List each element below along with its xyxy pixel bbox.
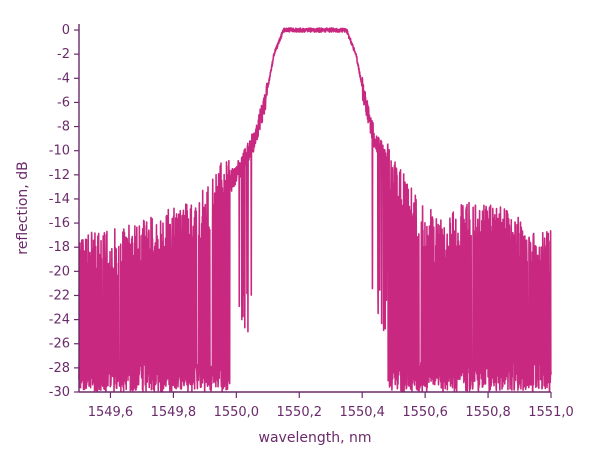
- y-tick-label: -16: [49, 216, 70, 231]
- reflection-line: [78, 27, 552, 393]
- y-axis-label: reflection, dB: [15, 161, 31, 254]
- x-tick-label: 1550,2: [277, 405, 323, 420]
- x-tick-label: 1550,0: [214, 405, 260, 420]
- x-axis-label: wavelength, nm: [259, 430, 372, 446]
- y-tick-label: -14: [49, 192, 70, 207]
- x-tick-label: 1550,8: [465, 405, 511, 420]
- y-tick-label: -20: [49, 264, 70, 279]
- y-tick-label: -10: [49, 144, 70, 159]
- y-tick-label: -24: [49, 313, 70, 328]
- x-tick-label: 1549,6: [88, 405, 134, 420]
- reflection-trace: [78, 27, 552, 393]
- labels-layer: 0 -2 -4 -6 -8 -10 -12 -14 -16 -18 -20 -22 -24 -26 -28 -…: [15, 23, 574, 446]
- y-tick-label: 0: [62, 23, 70, 38]
- y-tick-label: -2: [57, 47, 70, 62]
- y-tick-label: -28: [49, 361, 70, 376]
- axes-layer: [74, 24, 552, 398]
- y-tick-label: -12: [49, 168, 70, 183]
- y-tick-label: -22: [49, 288, 70, 303]
- y-tick-label: -4: [57, 71, 70, 86]
- y-tick-label: -6: [57, 95, 70, 110]
- x-tick-label: 1550,4: [339, 405, 385, 420]
- y-tick-label: -30: [49, 385, 70, 400]
- x-tick-label: 1550,6: [402, 405, 448, 420]
- y-tick-label: -18: [49, 240, 70, 255]
- y-tick-label: -8: [57, 120, 70, 135]
- x-tick-label: 1549,8: [151, 405, 197, 420]
- x-tick-label: 1551,0: [528, 405, 574, 420]
- y-tick-label: -26: [49, 337, 70, 352]
